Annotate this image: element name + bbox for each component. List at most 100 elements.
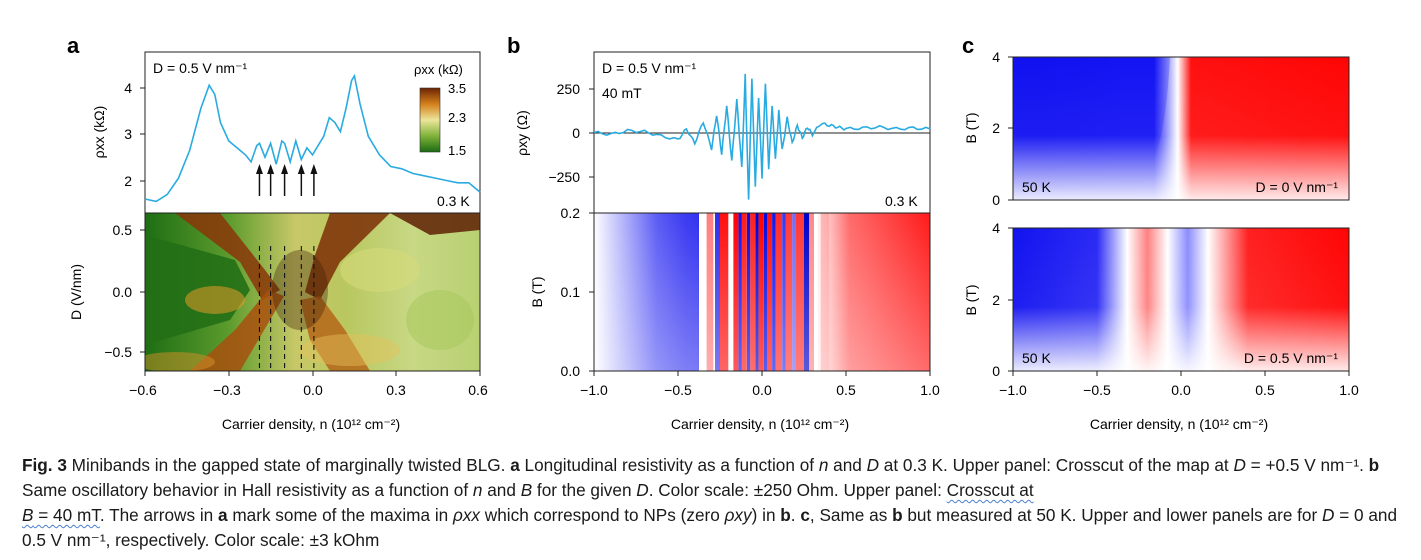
a-ylabel-map: D (V/nm): [68, 264, 84, 320]
a-ytick-2: 2: [124, 173, 132, 189]
caption-b-text4: = 40 mT: [33, 505, 100, 525]
caption-b-text3: . Color scale: ±250 Ohm. Upper panel:: [648, 480, 947, 500]
b-xtick-0.0: 0.0: [752, 382, 772, 398]
panel-c: 50 K D = 0 V nm⁻¹ 4 2 0 B (T) 50 K D = 0…: [963, 49, 1359, 432]
b-xtick--0.5: −0.5: [664, 382, 692, 398]
caption-b-text9: .: [790, 505, 801, 525]
a-xtick-0.6: 0.6: [468, 382, 488, 398]
a-arrow: [297, 164, 305, 196]
caption-a-label2: a: [218, 505, 228, 525]
b-rho-xy-curve: [593, 73, 931, 200]
a-arrow: [281, 164, 289, 196]
panel-a: D = 0.5 V nm⁻¹ 0.3 K ρxx (kΩ) 3.5 2.3 1.…: [68, 51, 488, 432]
figure-caption: Fig. 3 Minibands in the gapped state of …: [22, 453, 1402, 553]
b-ylabel-map: B (T): [529, 276, 545, 307]
caption-b-label3: b: [892, 505, 903, 525]
b-ytick-250: 250: [557, 81, 581, 97]
a-temperature: 0.3 K: [437, 193, 470, 209]
b-field: 40 mT: [602, 85, 642, 101]
caption-b: B: [520, 480, 533, 500]
c-xlabel: Carrier density, n (10¹² cm⁻²): [1090, 416, 1268, 432]
a-map-ytick--0.5: −0.5: [104, 344, 132, 360]
a-xtick-0.0: 0.0: [303, 382, 323, 398]
c-lower-ytick-2: 2: [992, 292, 1000, 308]
b-d-annotation: D = 0.5 V nm⁻¹: [602, 60, 696, 76]
caption-d3: D: [636, 480, 649, 500]
caption-a-text1: Longitudinal resistivity as a function o…: [519, 455, 819, 475]
caption-n: n: [818, 455, 829, 475]
c-lower-annotation: D = 0.5 V nm⁻¹: [1244, 350, 1338, 366]
c-xtick-1.0: 1.0: [1339, 382, 1359, 398]
c-lower-ylabel: B (T): [963, 284, 979, 315]
caption-a-label: a: [510, 455, 520, 475]
caption-b-text6: mark some of the maxima in: [227, 505, 453, 525]
a-colorbar-tick-low: 1.5: [448, 143, 466, 158]
caption-rho-xx: ρxx: [452, 505, 481, 525]
a-arrow: [310, 164, 318, 196]
b-ytick--250: −250: [548, 169, 580, 185]
caption-d4: D: [1322, 505, 1335, 525]
a-dashed-lines: [258, 246, 315, 368]
caption-and: and: [828, 455, 867, 475]
b-ylabel-top: ρxy (Ω): [514, 110, 530, 156]
a-rho-xx-curve: [144, 73, 481, 203]
a-d-annotation: D = 0.5 V nm⁻¹: [153, 60, 247, 76]
a-arrow: [255, 164, 263, 196]
c-upper-annotation: D = 0 V nm⁻¹: [1256, 179, 1339, 195]
caption-and2: and: [482, 480, 521, 500]
a-arrow: [267, 164, 275, 196]
a-colorbar: [419, 87, 441, 153]
panel-label-c: c: [962, 33, 974, 58]
caption-c-text1: , Same as: [809, 505, 893, 525]
a-arrows: [255, 164, 318, 196]
b-map-ytick-0.0: 0.0: [561, 363, 581, 379]
a-xtick--0.6: −0.6: [129, 382, 157, 398]
caption-fig-label: Fig. 3: [22, 455, 67, 475]
caption-c-label: c: [800, 505, 810, 525]
a-ylabel-top: ρxx (kΩ): [91, 106, 107, 159]
c-xtick--0.5: −0.5: [1083, 382, 1111, 398]
a-ytick-4: 4: [124, 80, 132, 96]
caption-crosscut: Crosscut at: [946, 480, 1034, 500]
caption-b-label: b: [1368, 455, 1380, 475]
c-upper-ytick-4: 4: [992, 49, 1000, 65]
b-xtick-0.5: 0.5: [836, 382, 856, 398]
b-xtick-1.0: 1.0: [920, 382, 940, 398]
panel-label-b: b: [507, 33, 520, 58]
c-xtick-0.0: 0.0: [1171, 382, 1191, 398]
caption-b2: B: [22, 505, 34, 525]
c-xtick--1.0: −1.0: [999, 382, 1027, 398]
caption-c-text3: = 0 and 0.5 V nm⁻¹, respectively. Color …: [22, 505, 1398, 550]
a-map: [145, 213, 480, 371]
caption-d: D: [866, 455, 880, 475]
c-upper-ytick-2: 2: [992, 120, 1000, 136]
a-xtick-0.3: 0.3: [386, 382, 406, 398]
b-map: [594, 213, 930, 371]
c-xtick-0.5: 0.5: [1255, 382, 1275, 398]
b-xlabel: Carrier density, n (10¹² cm⁻²): [671, 416, 849, 432]
b-map-ytick-0.1: 0.1: [561, 284, 581, 300]
c-lower-temperature: 50 K: [1022, 350, 1051, 366]
caption-b-text5: . The arrows in: [99, 505, 218, 525]
c-lower-ytick-4: 4: [992, 220, 1000, 236]
panel-b: D = 0.5 V nm⁻¹ 40 mT 0.3 K 250 0 −250 ρx…: [514, 51, 940, 432]
a-map-ytick-0.0: 0.0: [113, 284, 133, 300]
a-map-ytick-0.5: 0.5: [113, 222, 133, 238]
caption-rho-xy: ρxy: [724, 505, 752, 525]
caption-b-text8: ) in: [751, 505, 781, 525]
a-colorbar-title: ρxx (kΩ): [414, 62, 463, 77]
c-lower-ytick-0: 0: [992, 363, 1000, 379]
panel-label-a: a: [67, 33, 80, 58]
a-xtick--0.3: −0.3: [213, 382, 241, 398]
caption-b-text7: which correspond to NPs (zero: [480, 505, 725, 525]
caption-b-label2: b: [780, 505, 791, 525]
caption-n2: n: [472, 480, 483, 500]
a-colorbar-tick-mid: 2.3: [448, 110, 466, 125]
c-upper-ytick-0: 0: [992, 192, 1000, 208]
b-temperature: 0.3 K: [885, 193, 918, 209]
caption-a-text3: = +0.5 V nm⁻¹.: [1245, 455, 1369, 475]
figure-canvas: a b c D = 0.5 V nm⁻¹ 0.3 K ρxx (kΩ) 3.5 …: [67, 33, 1359, 432]
a-xlabel: Carrier density, n (10¹² cm⁻²): [222, 416, 400, 432]
b-map-ytick-0.2: 0.2: [561, 205, 581, 221]
c-upper-temperature: 50 K: [1022, 179, 1051, 195]
